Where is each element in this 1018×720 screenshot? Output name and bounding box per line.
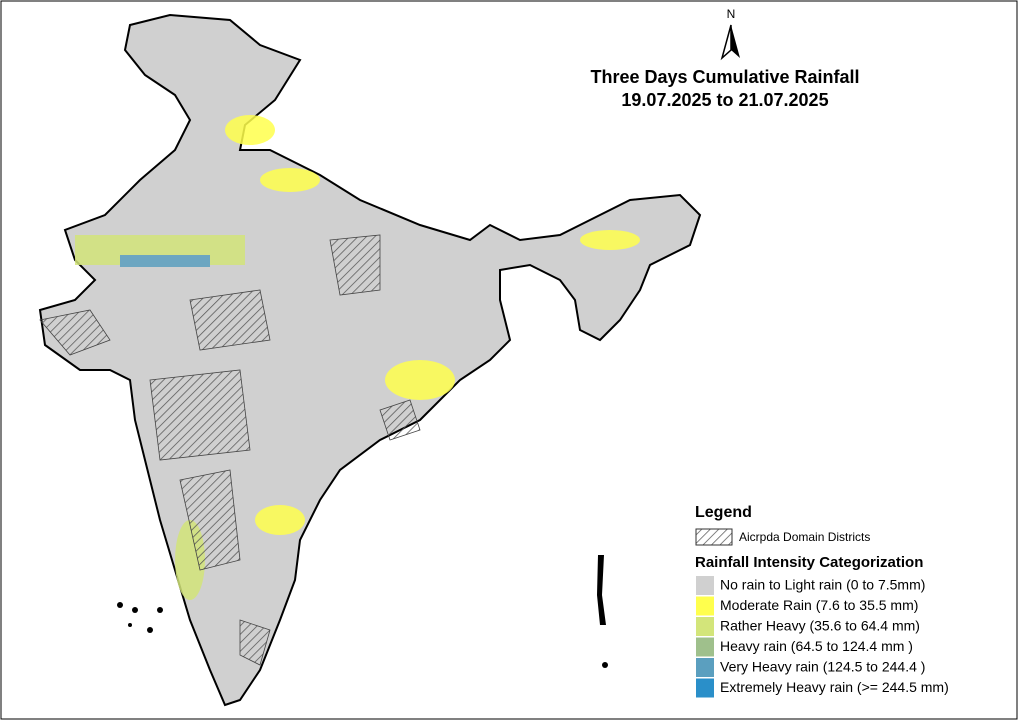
legend-title: Legend [695, 504, 752, 521]
legend-label: No rain to Light rain (0 to 7.5mm) [720, 577, 925, 593]
legend: Legend Aicrpda Domain Districts Rainfall… [695, 504, 949, 698]
legend-swatch [696, 576, 714, 595]
domain-label: Aicrpda Domain Districts [739, 530, 870, 544]
legend-label: Rather Heavy (35.6 to 64.4 mm) [720, 618, 920, 634]
subtitle: 19.07.2025 to 21.07.2025 [621, 90, 828, 110]
domain-swatch [695, 528, 733, 546]
legend-label: Extremely Heavy rain (>= 244.5 mm) [720, 679, 949, 695]
islands [117, 555, 608, 668]
legend-swatch [696, 678, 714, 698]
legend-swatch [696, 658, 714, 677]
legend-label: Heavy rain (64.5 to 124.4 mm ) [720, 638, 913, 654]
legend-label: Very Heavy rain (124.5 to 244.4 ) [720, 659, 925, 675]
north-arrow: N [720, 7, 740, 61]
title: Three Days Cumulative Rainfall [590, 67, 859, 87]
category-title: Rainfall Intensity Categorization [695, 554, 923, 571]
legend-swatch [696, 617, 714, 636]
north-label: N [727, 7, 736, 21]
hatched-districts [39, 234, 421, 666]
legend-label: Moderate Rain (7.6 to 35.5 mm) [720, 597, 918, 613]
legend-swatch [696, 596, 714, 616]
legend-swatch [696, 637, 714, 657]
